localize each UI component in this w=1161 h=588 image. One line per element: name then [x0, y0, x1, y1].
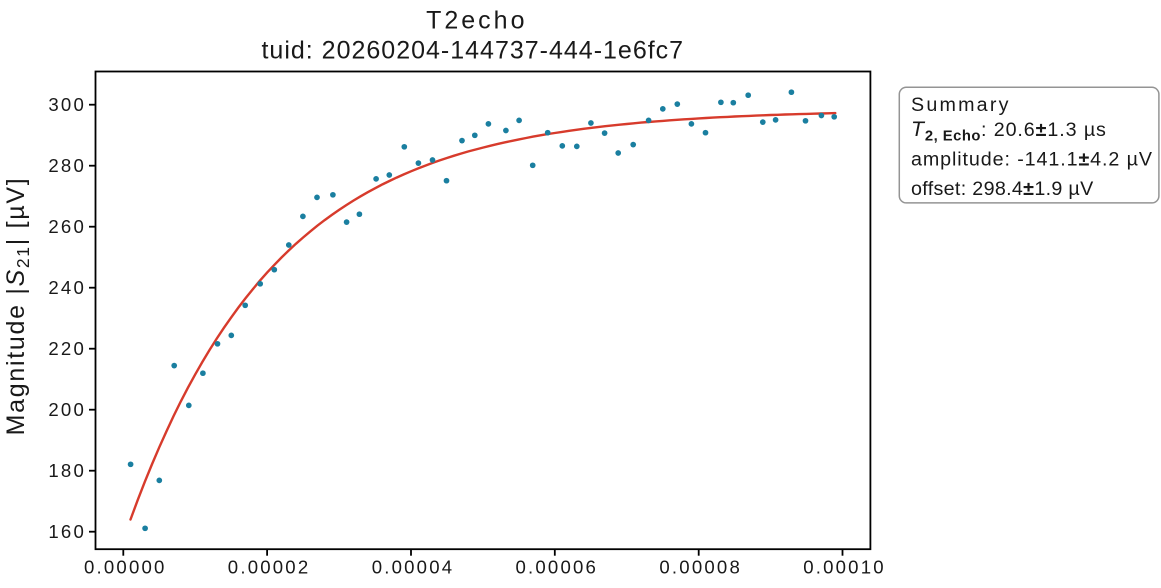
- svg-text:offset: 298.4±1.9 µV: offset: 298.4±1.9 µV: [911, 178, 1094, 200]
- svg-text:180: 180: [48, 460, 86, 481]
- svg-text:240: 240: [48, 277, 86, 298]
- svg-text:0.00004: 0.00004: [372, 557, 455, 578]
- svg-text:tuid: 20260204-144737-444-1e6f: tuid: 20260204-144737-444-1e6fc7: [261, 37, 684, 65]
- svg-text:220: 220: [48, 338, 86, 359]
- svg-text:T2, Echo: 20.6±1.3 µs: T2, Echo: 20.6±1.3 µs: [911, 118, 1107, 145]
- svg-text:160: 160: [48, 521, 86, 542]
- svg-text:0.00008: 0.00008: [659, 557, 742, 578]
- svg-text:260: 260: [48, 216, 86, 237]
- svg-text:0.00006: 0.00006: [515, 557, 598, 578]
- svg-text:0.00002: 0.00002: [228, 557, 311, 578]
- svg-text:200: 200: [48, 399, 86, 420]
- svg-text:Magnitude |S21| [µV]: Magnitude |S21| [µV]: [2, 177, 33, 436]
- svg-text:T2echo: T2echo: [426, 7, 527, 35]
- svg-text:Summary: Summary: [911, 94, 1011, 116]
- svg-text:amplitude: -141.1±4.2 µV: amplitude: -141.1±4.2 µV: [911, 149, 1153, 171]
- svg-text:300: 300: [48, 94, 86, 115]
- svg-text:0.00000: 0.00000: [84, 557, 167, 578]
- svg-text:0.00010: 0.00010: [803, 557, 886, 578]
- svg-text:280: 280: [48, 155, 86, 176]
